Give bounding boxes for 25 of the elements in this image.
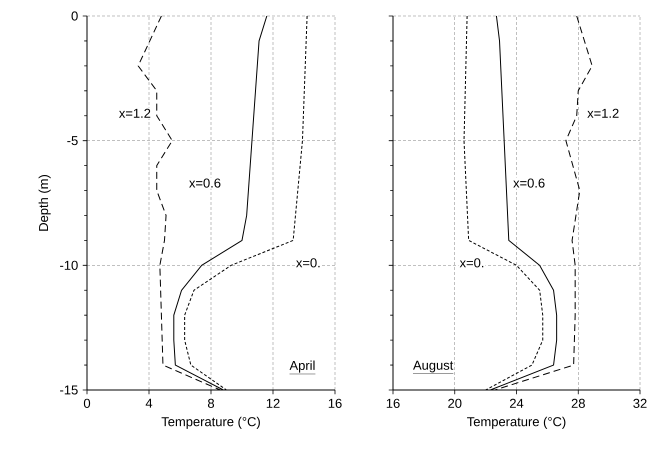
text: x=0.6 [189,178,220,188]
x-tick-label: 0 [84,398,90,408]
x-tick-label: 8 [208,398,214,408]
annotation: April [290,360,315,373]
x-tick-label: 32 [633,398,647,408]
x-tick-label: 4 [146,398,152,408]
x-axis-title: Temperature (°C) [467,416,566,429]
x-tick-label: 20 [448,398,462,408]
y-axis-title: Depth (m) [38,175,51,231]
series-label: x=0. [296,258,320,268]
x-tick-label: 12 [266,398,280,408]
x-axis-title: Temperature (°C) [162,416,260,429]
y-tick-label: 0 [72,11,78,21]
y-tick-label: -10 [60,260,78,270]
x-tick-label: 28 [572,398,585,408]
series-label: x=1.2 [587,108,619,118]
x-tick-label: 16 [328,398,342,408]
series-label: x=0.6 [513,178,545,188]
x-tick-label: 16 [386,398,400,408]
y-tick-label: -15 [60,385,78,395]
y-tick-label: -5 [67,136,78,146]
series-label: x=1.2 [119,108,150,118]
x-tick-label: 24 [510,398,524,408]
series-label: x=0. [460,258,484,268]
annotation: August [413,360,454,372]
